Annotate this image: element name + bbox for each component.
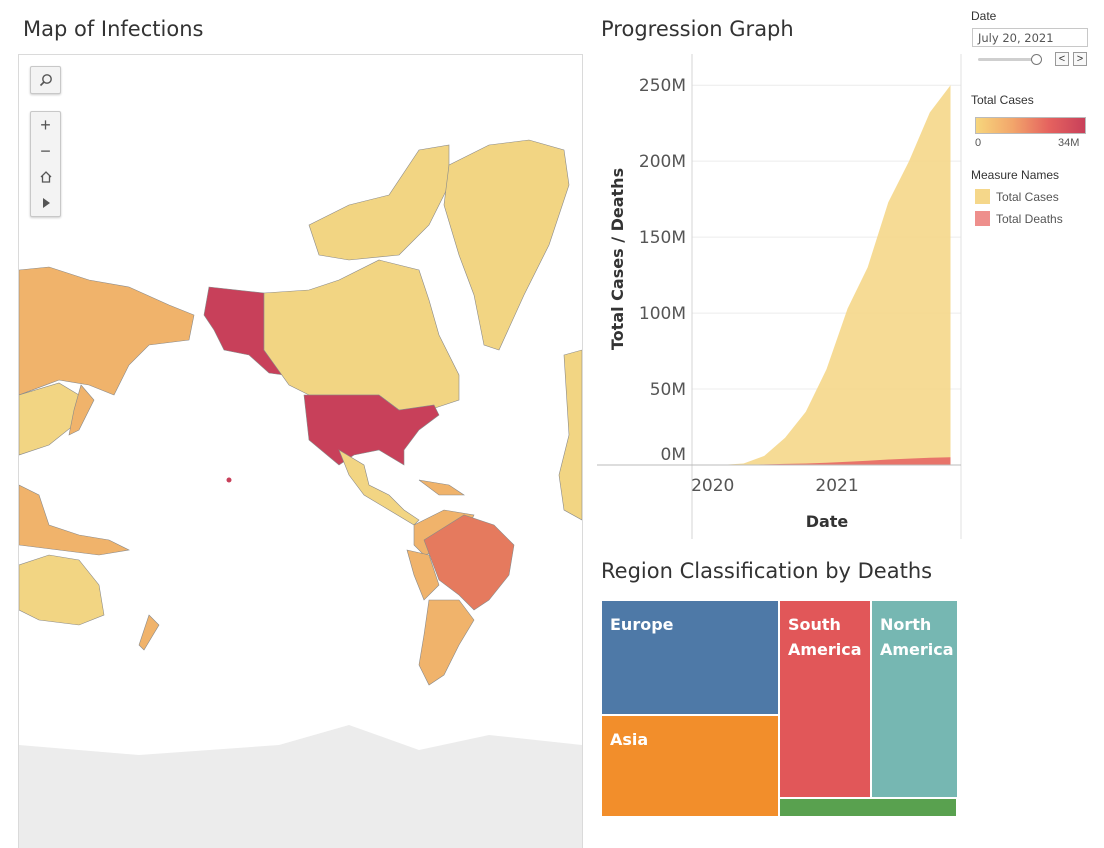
y-tick-label: 50M (650, 380, 686, 400)
infection-map[interactable]: + − (18, 54, 583, 848)
map-region-east-asia (19, 382, 80, 456)
date-prev-button[interactable]: < (1055, 52, 1069, 66)
x-tick-label: 2020 (691, 476, 734, 496)
map-zoom-controls: + − (30, 111, 61, 217)
map-region-antarctica (19, 725, 582, 848)
treemap-tile-europe[interactable]: Europe (601, 600, 779, 715)
chevron-left-icon: < (1058, 53, 1066, 65)
map-region-brazil (423, 514, 515, 611)
date-slider-track[interactable] (978, 58, 1038, 61)
treemap-tile-other[interactable] (779, 798, 957, 817)
series-total-deaths-area[interactable] (719, 457, 951, 465)
search-icon (31, 67, 60, 93)
region-treemap[interactable]: Europe Asia South America North America (601, 600, 958, 817)
map-region-argentina-chile (418, 599, 475, 686)
map-region-mexico (338, 449, 420, 526)
date-slider-thumb[interactable] (1031, 54, 1042, 65)
map-region-canada (263, 259, 460, 411)
play-icon[interactable] (31, 190, 60, 216)
map-region-peru (406, 549, 440, 601)
legend-swatch (975, 189, 990, 204)
legend-label: Total Deaths (996, 211, 1063, 226)
total-cases-gradient (975, 117, 1086, 134)
x-tick-label: 2021 (815, 476, 858, 496)
map-region-russia (19, 266, 195, 396)
treemap-tile-south-america[interactable]: South America (779, 600, 871, 798)
progression-chart[interactable]: 0M 50M 100M 150M 200M 250M 2020 2021 Total Cas… (597, 54, 962, 539)
map-region-caribbean (418, 479, 465, 496)
y-tick-label: 100M (639, 304, 686, 324)
y-tick-labels: 0M 50M 100M 150M 200M 250M (639, 76, 686, 465)
map-region-greenland (443, 139, 570, 351)
y-axis-label: Total Cases / Deaths (608, 168, 627, 350)
progression-title: Progression Graph (601, 17, 794, 41)
legend-label: Total Cases (996, 189, 1059, 204)
map-region-australia (19, 554, 105, 626)
measure-names-legend-title: Measure Names (971, 168, 1060, 182)
chevron-right-icon: > (1076, 53, 1084, 65)
y-tick-label: 200M (639, 152, 686, 172)
x-tick-labels: 2020 2021 (691, 476, 859, 496)
map-title: Map of Infections (23, 17, 204, 41)
legend-item-total-deaths[interactable]: Total Deaths (975, 211, 1063, 226)
legend-swatch (975, 211, 990, 226)
map-region-europe-edge (558, 349, 582, 521)
map-region-usa (303, 394, 440, 466)
treemap-tile-asia[interactable]: Asia (601, 715, 779, 817)
map-region-japan (68, 384, 95, 436)
date-filter-label: Date (971, 9, 997, 23)
total-cases-legend-min: 0 (975, 137, 982, 149)
map-region-hawaii (226, 477, 232, 483)
date-next-button[interactable]: > (1073, 52, 1087, 66)
map-canvas[interactable] (19, 55, 582, 848)
y-tick-label: 0M (661, 445, 686, 465)
plus-icon[interactable]: + (40, 114, 51, 135)
y-tick-label: 150M (639, 228, 686, 248)
series-total-cases-area[interactable] (719, 85, 951, 465)
map-region-new-zealand (138, 614, 160, 651)
home-icon[interactable] (31, 164, 60, 190)
x-axis-label: Date (806, 512, 849, 531)
minus-icon[interactable]: − (40, 140, 51, 161)
map-region-arctic-islands (308, 144, 450, 261)
date-filter-input[interactable]: July 20, 2021 (972, 28, 1088, 47)
map-region-se-asia (19, 484, 130, 556)
treemap-title: Region Classification by Deaths (601, 559, 933, 583)
legend-item-total-cases[interactable]: Total Cases (975, 189, 1059, 204)
treemap-tile-north-america[interactable]: North America (871, 600, 958, 798)
total-cases-legend-max: 34M (1058, 137, 1080, 149)
total-cases-legend-title: Total Cases (971, 93, 1034, 107)
map-search-button[interactable] (30, 66, 61, 94)
y-tick-label: 250M (639, 76, 686, 96)
